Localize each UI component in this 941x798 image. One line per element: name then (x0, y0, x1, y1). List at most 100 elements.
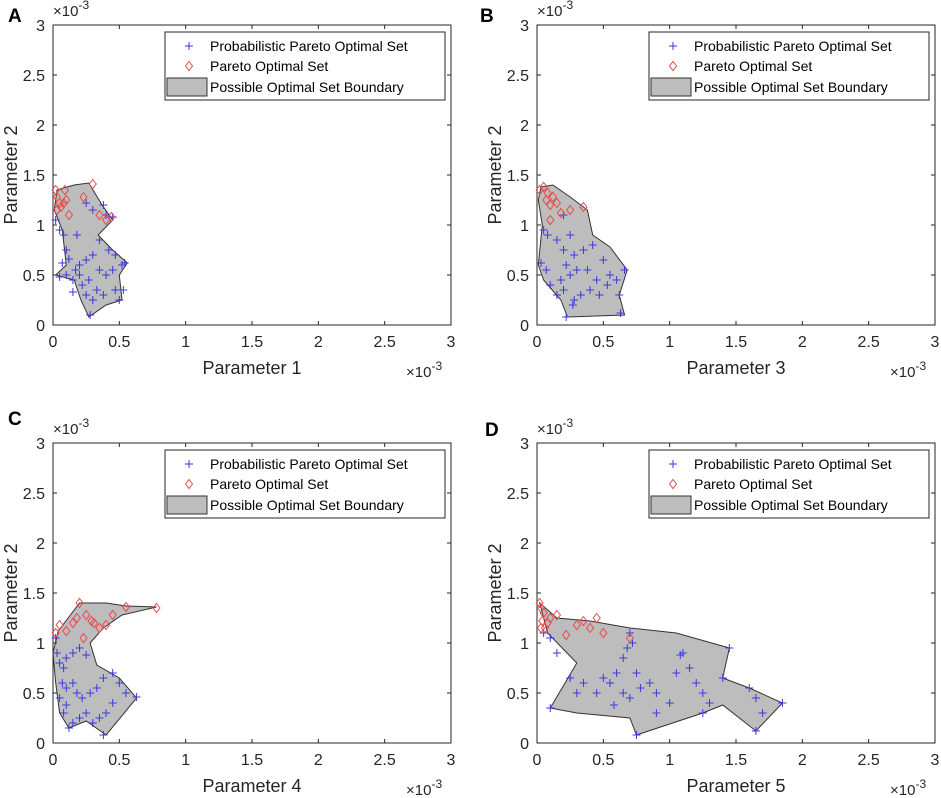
panel-letter: C (8, 409, 22, 430)
probabilistic-point (71, 266, 80, 274)
x-tick-label: 2 (314, 752, 323, 769)
legend-pareto-marker (184, 60, 194, 72)
legend-pareto-label: Pareto Optimal Set (694, 476, 812, 492)
x-tick-label: 1.5 (241, 752, 263, 769)
probabilistic-point (583, 266, 592, 274)
y-axis-label: Parameter 2 (1, 543, 21, 642)
pareto-point (79, 632, 88, 644)
optimal-set-boundary (52, 602, 157, 736)
probabilistic-point (55, 273, 64, 281)
probabilistic-point (78, 694, 87, 702)
x-tick-label: 2 (798, 334, 807, 351)
probabilistic-point (559, 286, 568, 294)
probabilistic-point (78, 281, 87, 289)
y-multiplier: ×10-3 (537, 416, 573, 438)
pareto-point (60, 184, 70, 196)
probabilistic-point (579, 679, 588, 687)
legend-boundary-swatch (650, 77, 692, 97)
y-multiplier: ×10-3 (53, 0, 89, 20)
y-tick-label: 2.5 (23, 486, 45, 503)
pareto-point (536, 622, 546, 634)
probabilistic-point (108, 266, 117, 274)
x-tick-label: 3 (931, 752, 940, 769)
probabilistic-point (678, 649, 687, 657)
x-multiplier: ×10-3 (406, 777, 442, 798)
probabilistic-point (751, 727, 760, 735)
pareto-point (542, 194, 551, 206)
pareto-point (68, 617, 78, 629)
probabilistic-point (586, 286, 595, 294)
legend-probabilistic-label: Probabilistic Pareto Optimal Set (694, 456, 892, 472)
probabilistic-point (55, 659, 64, 667)
probabilistic-point (82, 709, 91, 717)
panel-c: C 0 0.5 1 1.5 2 2.5 3 0 0.5 1 1.5 2 2.5 3 ×10-3 ×10-3 Par… (1, 409, 456, 798)
probabilistic-point (559, 246, 568, 254)
probabilistic-point (609, 701, 618, 709)
probabilistic-point (556, 276, 565, 284)
probabilistic-point (111, 286, 120, 294)
y-tick-label: 1.5 (507, 168, 529, 185)
pareto-point (52, 204, 62, 216)
probabilistic-point (592, 276, 601, 284)
probabilistic-point (102, 271, 111, 279)
x-tick-label: 2.5 (858, 334, 880, 351)
probabilistic-point (82, 291, 91, 299)
y-tick-label: 1.5 (23, 586, 45, 603)
pareto-point (152, 602, 161, 614)
probabilistic-point (68, 719, 77, 727)
legend-box (648, 31, 930, 101)
probabilistic-point (579, 246, 588, 254)
x-tick-label: 1 (181, 334, 190, 351)
pareto-point (552, 609, 562, 621)
pareto-point (566, 204, 575, 216)
pareto-point (56, 201, 66, 213)
probabilistic-point (698, 689, 707, 697)
pareto-point (75, 597, 84, 609)
pareto-point (62, 194, 71, 206)
x-tick-label: 1 (181, 752, 190, 769)
legend-probabilistic-marker (669, 460, 677, 468)
probabilistic-point (68, 649, 77, 657)
y-tick-label: 0.5 (23, 686, 45, 703)
probabilistic-point (652, 689, 661, 697)
pareto-point (79, 191, 88, 203)
probabilistic-point (86, 689, 95, 697)
probabilistic-point (59, 709, 68, 717)
probabilistic-point (552, 649, 561, 657)
probabilistic-point (92, 684, 101, 692)
probabilistic-point (72, 689, 81, 697)
y-tick-label: 2 (520, 118, 529, 135)
probabilistic-point (645, 679, 654, 687)
y-tick-label: 0 (36, 318, 45, 335)
probabilistic-point (623, 644, 632, 652)
panel-letter: B (480, 6, 494, 27)
x-tick-label: 0.5 (592, 752, 614, 769)
x-tick-label: 3 (931, 334, 940, 351)
probabilistic-point (55, 694, 64, 702)
y-multiplier: ×10-3 (53, 416, 89, 438)
probabilistic-point (121, 689, 130, 697)
x-axis-label: Parameter 1 (202, 358, 301, 378)
pareto-point (72, 612, 82, 624)
probabilistic-point (82, 651, 91, 659)
probabilistic-point (102, 709, 111, 717)
pareto-point (585, 622, 595, 634)
probabilistic-point (570, 296, 579, 304)
x-tick-label: 0 (533, 334, 542, 351)
probabilistic-point (99, 291, 108, 299)
probabilistic-point (572, 689, 581, 697)
probabilistic-point (75, 644, 84, 652)
x-tick-label: 1 (665, 752, 674, 769)
probabilistic-point (62, 654, 71, 662)
y-tick-label: 2 (36, 118, 45, 135)
pareto-point (121, 601, 131, 613)
probabilistic-point (705, 699, 714, 707)
probabilistic-point (543, 231, 552, 239)
legend-boundary-swatch (166, 77, 208, 97)
x-tick-label: 2.5 (858, 752, 880, 769)
probabilistic-point (725, 644, 734, 652)
probabilistic-point (539, 226, 548, 234)
pareto-point (88, 178, 97, 190)
probabilistic-point (599, 674, 608, 682)
